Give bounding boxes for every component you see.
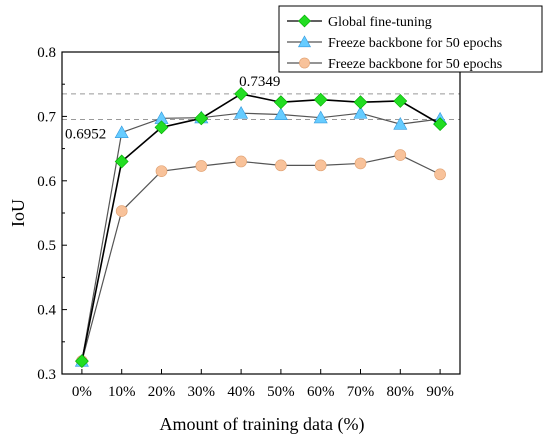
y-tick-label: 0.8: [37, 45, 56, 61]
data-point: [353, 95, 368, 110]
data-point: [154, 120, 169, 135]
data-point: [313, 110, 328, 124]
data-point: [234, 106, 249, 119]
data-point: [114, 125, 129, 138]
series-2: [74, 106, 448, 367]
reference-label: 0.7349: [239, 74, 280, 90]
y-tick-label: 0.6: [37, 174, 56, 190]
x-tick-label: 30%: [188, 384, 216, 400]
data-point: [433, 117, 448, 132]
legend-label: Global fine-tuning: [328, 15, 432, 30]
x-tick-label: 60%: [307, 384, 335, 400]
legend-item-1: Global fine-tuning: [287, 14, 432, 30]
data-point: [194, 111, 209, 126]
y-tick-label: 0.3: [37, 367, 56, 383]
x-tick-label: 20%: [148, 384, 176, 400]
data-point: [235, 155, 247, 168]
reference-label: 0.6952: [65, 126, 106, 142]
data-point: [273, 107, 288, 120]
data-point: [314, 159, 327, 172]
legend-marker: [299, 57, 310, 69]
data-point: [273, 95, 288, 110]
y-axis-label: IoU: [8, 199, 28, 227]
legend-item-3: Freeze backbone for 50 epochs: [287, 57, 502, 72]
y-tick-label: 0.7: [37, 109, 56, 125]
legend: Global fine-tuning Freeze backbone for 50…: [278, 5, 543, 73]
y-tick-label: 0.4: [37, 303, 56, 319]
data-point: [114, 154, 129, 169]
series-line: [81, 93, 441, 362]
data-point: [74, 354, 89, 369]
x-tick-label: 80%: [387, 384, 415, 400]
legend-marker: [298, 14, 311, 28]
reference-lines: 0.7349 0.6952: [62, 74, 460, 142]
data-point: [195, 160, 208, 172]
y-tick-label: 0.5: [37, 238, 56, 254]
x-tick-label: 10%: [108, 384, 136, 400]
series-line: [81, 112, 441, 362]
legend-box: [278, 5, 543, 73]
data-point: [353, 106, 368, 119]
x-tick-label: 40%: [227, 384, 255, 400]
legend-item-2: Freeze backbone for 50 epochs: [287, 35, 502, 51]
data-point: [275, 159, 287, 172]
series-3: [76, 149, 446, 367]
data-point: [434, 168, 446, 181]
x-tick-label: 0%: [72, 384, 92, 400]
data-point: [393, 117, 408, 130]
data-point: [234, 87, 249, 101]
legend-marker: [297, 35, 312, 48]
series-layer: [74, 87, 448, 369]
data-point: [313, 92, 328, 107]
data-point: [155, 165, 168, 177]
x-axis-label: Amount of training data (%): [160, 414, 365, 435]
x-tick-label: 50%: [267, 384, 295, 400]
axis-ticks: 0% 10% 20% 30% 40% 50% 60% 70% 80% 90% 0.3 0.4 0.5 0.…: [37, 45, 454, 400]
data-point: [354, 157, 367, 170]
x-tick-label: 70%: [347, 384, 375, 400]
x-tick-label: 90%: [426, 384, 454, 400]
legend-label: Freeze backbone for 50 epochs: [328, 57, 502, 72]
data-point: [393, 94, 408, 108]
data-point: [394, 149, 407, 161]
data-point: [115, 205, 128, 217]
series-line: [81, 154, 441, 362]
legend-label: Freeze backbone for 50 epochs: [328, 36, 502, 51]
series-1: [74, 87, 448, 369]
